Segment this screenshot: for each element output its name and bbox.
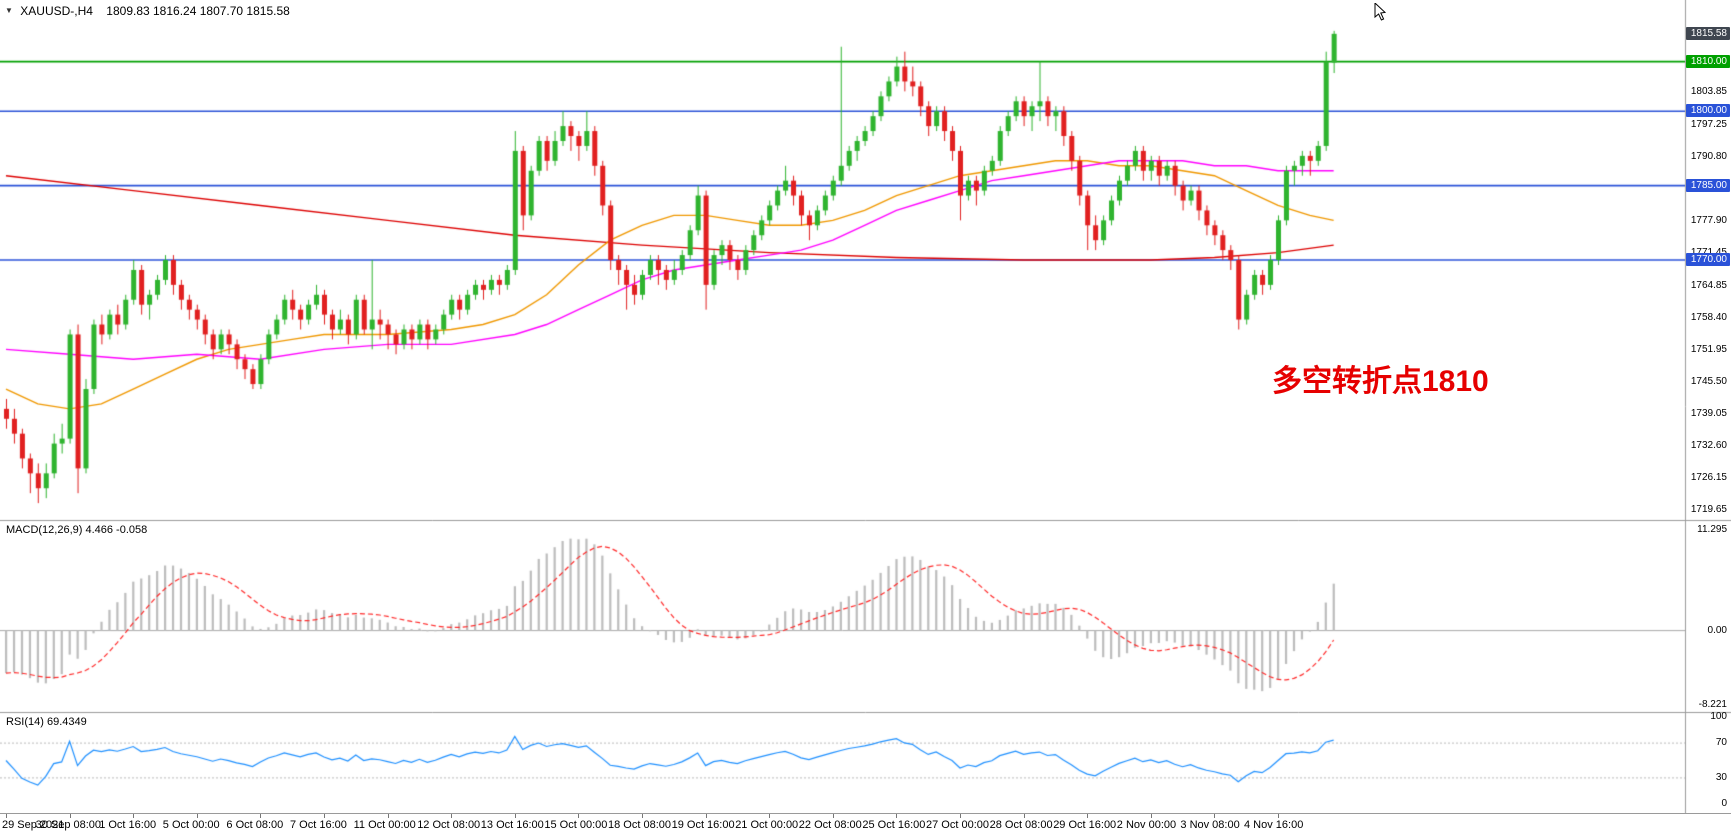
axis-tick-label: 70 — [1715, 737, 1727, 749]
axis-tick-label: 1739.05 — [1690, 407, 1727, 419]
time-label: 12 Oct 08:00 — [417, 819, 481, 831]
axis-tick-label: 1797.25 — [1690, 118, 1727, 130]
time-label: 21 Oct 00:00 — [735, 819, 799, 831]
time-tick — [769, 814, 771, 818]
time-tick — [196, 814, 198, 818]
time-label: 6 Oct 08:00 — [226, 819, 284, 831]
time-tick — [387, 814, 389, 818]
time-label: 4 Nov 16:00 — [1244, 819, 1304, 831]
time-axis[interactable]: 29 Sep 2021 30 Sep 08:00 1 Oct 16:00 5 Oct … — [0, 813, 1731, 835]
time-label: 19 Oct 16:00 — [671, 819, 735, 831]
time-tick — [69, 814, 71, 818]
time-label: 18 Oct 08:00 — [608, 819, 671, 831]
time-tick — [832, 814, 834, 818]
chart-menu-arrow-icon[interactable]: ▼ — [5, 6, 13, 15]
time-label: 7 Oct 16:00 — [290, 819, 347, 831]
time-tick — [960, 814, 961, 818]
axis-tick-label: -8.221 — [1698, 699, 1727, 710]
axis-tick-label: 30 — [1715, 771, 1727, 783]
time-tick — [705, 814, 707, 818]
time-label: 25 Oct 16:00 — [862, 819, 926, 831]
trend-annotation[interactable]: 多空转折点1810 — [1272, 365, 1489, 398]
time-tick — [133, 814, 135, 818]
axis-tick-label: 1771.45 — [1691, 247, 1727, 258]
axis-tick-label: 1758.40 — [1690, 311, 1727, 323]
level-line-label: 1800.00 — [1686, 104, 1730, 118]
time-tick — [260, 814, 262, 818]
time-label: 11 Oct 00:00 — [353, 819, 416, 831]
time-tick — [1023, 814, 1025, 818]
rsi-indicator-label: RSI(14) 69.4349 — [6, 716, 87, 728]
time-label: 13 Oct 16:00 — [480, 819, 544, 831]
axis-tick-label: 100 — [1710, 711, 1727, 722]
time-tick — [1087, 814, 1089, 818]
time-label: 2 Nov 00:00 — [1116, 819, 1177, 831]
time-label: 3 Nov 08:00 — [1180, 819, 1240, 831]
time-label: 29 Oct 16:00 — [1053, 819, 1117, 831]
time-tick — [6, 814, 7, 818]
price-axis[interactable]: 1803.851797.251790.801784.351777.901771.… — [1685, 0, 1731, 813]
axis-tick-label: 1719.65 — [1690, 503, 1727, 515]
time-label: 22 Oct 08:00 — [798, 819, 862, 831]
trading-chart-canvas[interactable] — [0, 0, 1731, 813]
axis-tick-label: 1803.85 — [1690, 86, 1727, 98]
axis-tick-label: 11.295 — [1697, 524, 1727, 535]
axis-tick-label: 1726.15 — [1690, 471, 1727, 483]
time-tick — [1214, 814, 1216, 818]
time-label: 28 Oct 08:00 — [989, 819, 1053, 831]
axis-tick-label: 1751.95 — [1690, 343, 1727, 355]
axis-tick-label: 1745.50 — [1690, 375, 1727, 387]
time-label: 1 Oct 16:00 — [99, 819, 157, 831]
current-price-label: 1815.58 — [1686, 26, 1730, 40]
time-tick — [451, 814, 453, 818]
mouse-cursor — [1374, 3, 1387, 21]
time-label: 30 Sep 08:00 — [35, 819, 102, 831]
time-label: 5 Oct 00:00 — [162, 819, 220, 831]
time-tick — [578, 814, 580, 818]
level-line-label: 1810.00 — [1686, 54, 1730, 68]
axis-tick-label: 1777.90 — [1690, 214, 1727, 226]
axis-tick-label: 1732.60 — [1690, 439, 1727, 451]
time-tick — [1150, 814, 1152, 818]
axis-tick-label: 1764.85 — [1690, 279, 1727, 291]
axis-tick-label: 1790.80 — [1690, 150, 1727, 162]
chart-title: ▼ XAUUSD-,H4 1809.83 1816.24 1807.70 181… — [5, 4, 290, 18]
axis-tick-label: 0 — [1721, 798, 1727, 809]
time-label: 29 Sep 2021 — [2, 819, 65, 831]
level-line-label: 1770.00 — [1686, 253, 1730, 267]
ohlc-readout: 1809.83 1816.24 1807.70 1815.58 — [106, 4, 290, 18]
time-tick — [324, 814, 325, 818]
time-tick — [896, 814, 898, 818]
time-tick — [514, 814, 516, 818]
level-line-label: 1785.00 — [1686, 178, 1730, 192]
macd-indicator-label: MACD(12,26,9) 4.466 -0.058 — [6, 524, 148, 536]
time-label: 15 Oct 00:00 — [544, 819, 608, 831]
time-tick — [642, 814, 643, 818]
axis-tick-label: 0.00 — [1707, 624, 1727, 636]
time-label: 27 Oct 00:00 — [926, 819, 989, 831]
time-tick — [1278, 814, 1279, 818]
symbol-period-label: XAUUSD-,H4 — [20, 4, 93, 18]
